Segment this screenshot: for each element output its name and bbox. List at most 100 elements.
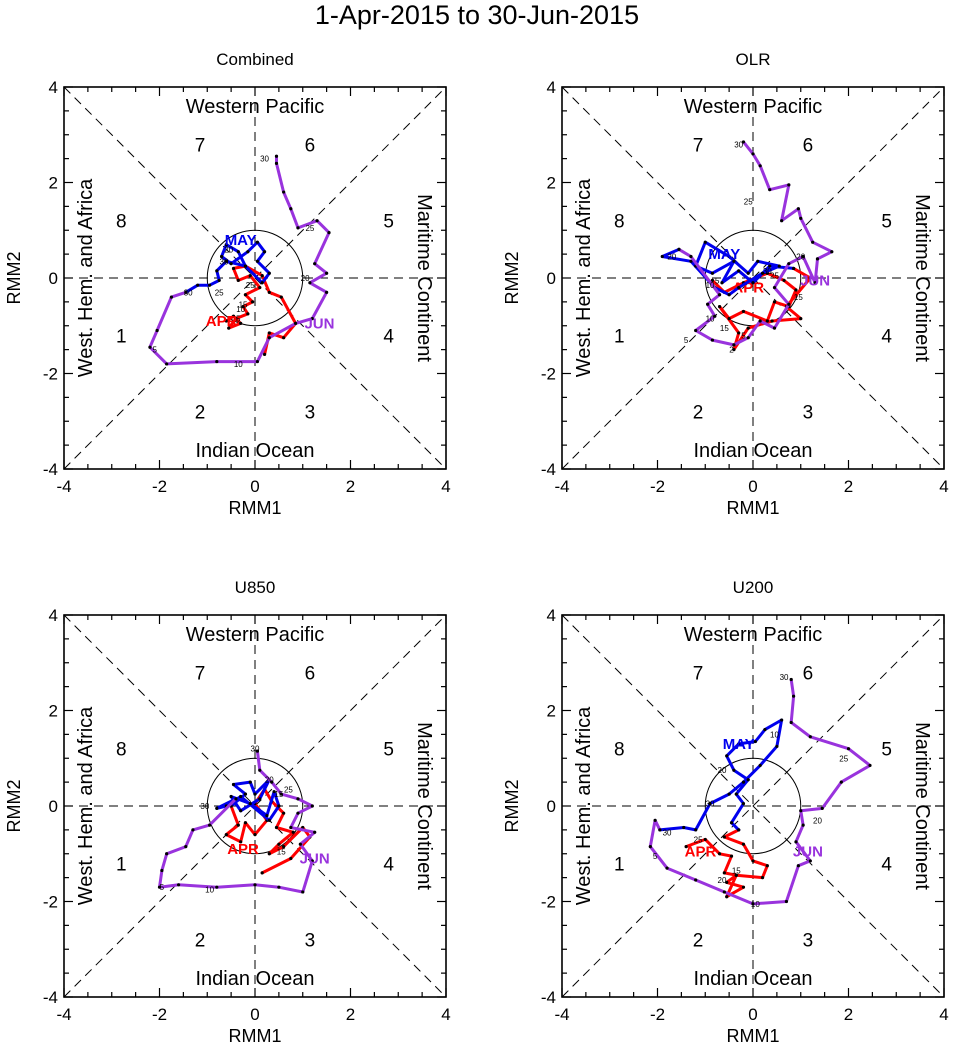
day-label: 5 <box>152 346 157 355</box>
x-tick-label: -2 <box>650 1005 665 1024</box>
day-label: 30 <box>184 288 193 297</box>
trajectory-apr <box>710 266 812 352</box>
daily-point <box>267 336 271 340</box>
daily-point <box>741 842 746 846</box>
daily-point <box>760 271 765 275</box>
phase-number-5: 5 <box>881 212 892 233</box>
y-tick-label: 2 <box>547 174 556 193</box>
daily-point <box>248 802 252 806</box>
daily-point <box>780 718 784 722</box>
month-label-apr: APR <box>227 841 259 858</box>
daily-point <box>265 813 269 818</box>
daily-point <box>694 328 698 333</box>
phase-number-8: 8 <box>116 212 127 233</box>
daily-point <box>725 880 729 885</box>
y-tick-label: 4 <box>49 606 58 625</box>
daily-point <box>725 895 729 899</box>
daily-point <box>751 281 755 285</box>
daily-point <box>293 321 298 325</box>
daily-point <box>148 345 152 349</box>
day-label: 10 <box>706 281 715 290</box>
daily-point <box>160 868 164 873</box>
daily-point <box>243 264 248 268</box>
daily-point <box>274 161 279 165</box>
daily-point <box>224 242 228 247</box>
daily-point <box>717 852 722 856</box>
phase-number-5: 5 <box>881 740 892 761</box>
daily-point <box>725 754 729 758</box>
x-tick-label: -2 <box>152 477 167 496</box>
x-tick-label: 4 <box>441 1005 450 1024</box>
day-label: 5 <box>715 276 720 285</box>
daily-point <box>327 231 331 235</box>
daily-point <box>756 259 760 263</box>
panel-title: OLR <box>736 50 771 69</box>
daily-point <box>253 792 257 796</box>
daily-point <box>768 188 772 192</box>
daily-point <box>772 285 777 290</box>
daily-point <box>260 281 264 285</box>
daily-point <box>165 852 169 856</box>
y-tick-label: 2 <box>547 702 556 721</box>
day-label: 5 <box>160 883 165 892</box>
daily-point <box>789 720 793 725</box>
region-label-bottom: Indian Ocean <box>196 968 315 990</box>
day-label: 5 <box>684 336 689 345</box>
phase-number-7: 7 <box>693 663 704 684</box>
daily-point <box>789 677 793 682</box>
daily-point <box>279 295 283 299</box>
daily-point <box>717 293 722 297</box>
daily-point <box>732 343 736 347</box>
day-label: 25 <box>246 281 255 290</box>
daily-point <box>746 271 750 275</box>
region-label-right: Maritime Continent <box>911 194 933 362</box>
x-tick-label: 0 <box>250 477 259 496</box>
day-label: 10 <box>236 305 245 314</box>
phase-number-7: 7 <box>195 663 206 684</box>
x-tick-label: 4 <box>441 477 450 496</box>
daily-point <box>787 262 791 266</box>
daily-point <box>727 293 731 297</box>
daily-point <box>689 254 693 259</box>
daily-point <box>746 336 750 340</box>
trajectory-jun <box>148 154 331 366</box>
month-label-may: MAY <box>708 246 740 263</box>
daily-point <box>255 259 259 263</box>
region-label-bottom: Indian Ocean <box>694 440 813 462</box>
daily-point <box>219 254 224 259</box>
daily-point <box>313 830 317 834</box>
region-label-right: Maritime Continent <box>413 194 435 362</box>
daily-point <box>298 842 302 846</box>
day-label: 25 <box>215 288 224 297</box>
daily-point <box>737 269 741 273</box>
phase-number-7: 7 <box>693 135 704 156</box>
daily-point <box>255 240 259 244</box>
day-label: 20 <box>301 274 310 283</box>
region-label-right: Maritime Continent <box>911 722 933 890</box>
daily-point <box>224 833 228 837</box>
daily-point <box>248 780 252 784</box>
daily-point <box>741 309 746 314</box>
daily-point <box>315 219 319 223</box>
day-label: 15 <box>239 300 248 309</box>
y-tick-label: -4 <box>541 988 556 1007</box>
daily-point <box>196 283 200 287</box>
phase-number-5: 5 <box>383 212 394 233</box>
day-label: 20 <box>265 776 274 785</box>
day-label: 30 <box>763 267 772 276</box>
daily-point <box>801 254 805 259</box>
daily-point <box>787 183 791 187</box>
day-label: 25 <box>770 272 779 281</box>
diagonal-line <box>63 86 447 470</box>
daily-point <box>296 811 300 815</box>
daily-point <box>296 226 300 230</box>
daily-point <box>765 319 769 323</box>
daily-point <box>760 876 765 880</box>
day-label: 10 <box>706 315 715 324</box>
region-label-top: Western Pacific <box>684 96 823 118</box>
phase-number-6: 6 <box>305 663 316 684</box>
daily-point <box>227 326 231 330</box>
phase-number-2: 2 <box>195 403 206 424</box>
phase-number-5: 5 <box>383 740 394 761</box>
daily-point <box>243 821 248 825</box>
